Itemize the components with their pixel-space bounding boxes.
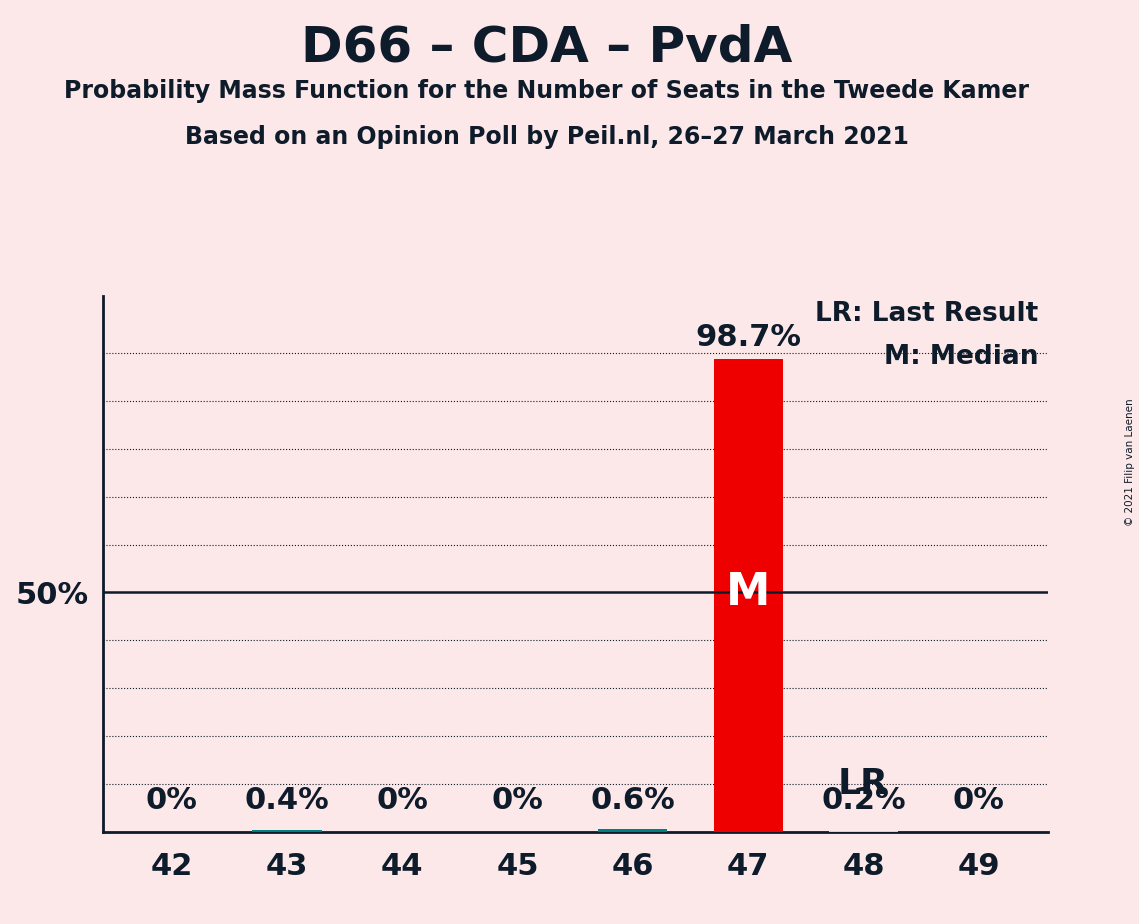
Text: 0.6%: 0.6% <box>590 785 675 815</box>
Text: 98.7%: 98.7% <box>695 323 801 352</box>
Text: 0%: 0% <box>952 785 1005 815</box>
Text: 0.2%: 0.2% <box>821 785 906 815</box>
Text: LR: LR <box>838 767 888 801</box>
Bar <box>598 829 667 832</box>
Text: Based on an Opinion Poll by Peil.nl, 26–27 March 2021: Based on an Opinion Poll by Peil.nl, 26–… <box>185 125 909 149</box>
Text: LR: Last Result: LR: Last Result <box>816 301 1039 327</box>
Bar <box>713 359 782 832</box>
Text: M: M <box>726 571 770 614</box>
Text: Probability Mass Function for the Number of Seats in the Tweede Kamer: Probability Mass Function for the Number… <box>64 79 1030 103</box>
Text: 0%: 0% <box>376 785 428 815</box>
Bar <box>829 831 898 832</box>
Text: © 2021 Filip van Laenen: © 2021 Filip van Laenen <box>1125 398 1134 526</box>
Text: D66 – CDA – PvdA: D66 – CDA – PvdA <box>301 23 793 71</box>
Text: 0%: 0% <box>492 785 543 815</box>
Bar <box>253 830 321 832</box>
Text: M: Median: M: Median <box>884 344 1039 370</box>
Text: 0%: 0% <box>146 785 198 815</box>
Text: 0.4%: 0.4% <box>245 785 329 815</box>
